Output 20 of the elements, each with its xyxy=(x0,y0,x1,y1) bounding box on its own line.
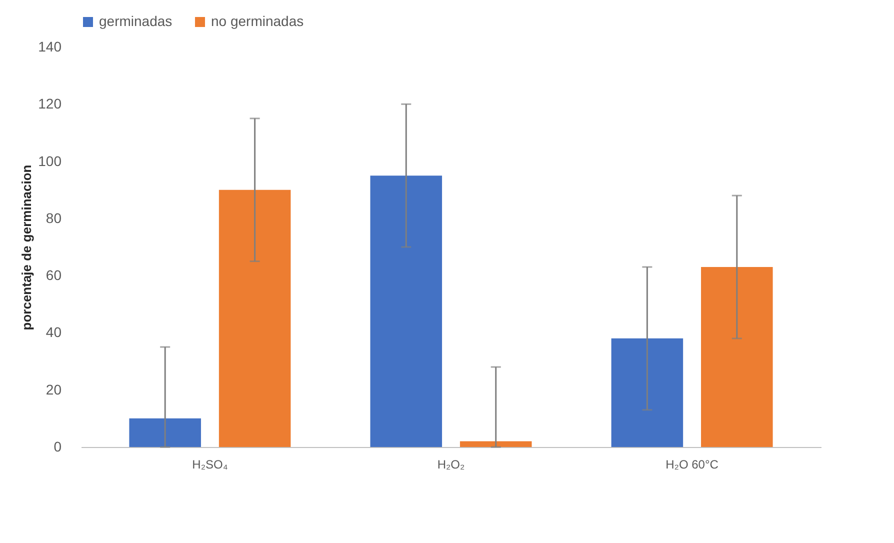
x-tick-label: H₂O 60°C xyxy=(666,458,719,472)
y-tick-label: 100 xyxy=(38,152,62,169)
bar xyxy=(611,338,684,447)
x-tick-label: H₂SO₄ xyxy=(192,458,228,472)
legend-label: no germinadas xyxy=(211,13,304,29)
legend-label: germinadas xyxy=(99,13,172,29)
y-tick-label: 120 xyxy=(38,96,62,112)
y-tick-label: 60 xyxy=(46,267,62,284)
bar xyxy=(460,441,532,447)
bar xyxy=(370,176,442,447)
y-axis-title: porcentaje de germinacion xyxy=(19,164,34,330)
y-tick-label: 0 xyxy=(54,438,62,454)
y-tick-label: 20 xyxy=(46,381,62,398)
bar xyxy=(218,190,291,447)
bar xyxy=(701,267,773,447)
y-tick-label: 80 xyxy=(46,210,62,226)
y-tick-label: 140 xyxy=(38,38,62,54)
x-tick-label: H₂O₂ xyxy=(437,458,465,472)
bar xyxy=(129,418,201,447)
y-tick-label: 40 xyxy=(46,324,62,340)
